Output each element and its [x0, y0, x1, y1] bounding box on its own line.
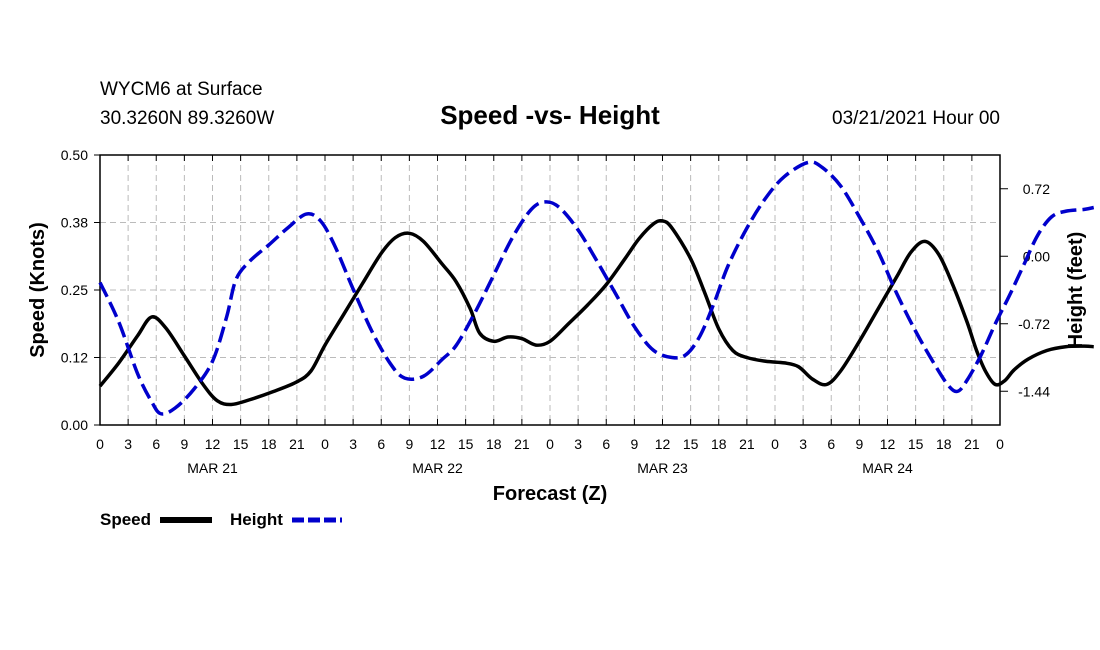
- x-tick-label: 18: [261, 436, 277, 452]
- x-tick-label: 3: [574, 436, 582, 452]
- station-coordinates: 30.3260N 89.3260W: [100, 108, 274, 129]
- y-right-tick-label: -1.44: [1018, 383, 1050, 399]
- x-tick-label: 0: [321, 436, 329, 452]
- x-tick-label: 9: [180, 436, 188, 452]
- chart-title: Speed -vs- Height: [440, 100, 660, 130]
- x-tick-label: 6: [602, 436, 610, 452]
- x-tick-label: 18: [711, 436, 727, 452]
- x-day-label: MAR 22: [412, 460, 463, 476]
- station-name: WYCM6 at Surface: [100, 79, 263, 100]
- x-tick-label: 21: [514, 436, 530, 452]
- y-left-tick-label: 0.00: [61, 417, 88, 433]
- x-tick-label: 21: [964, 436, 980, 452]
- forecast-date: 03/21/2021 Hour 00: [832, 108, 1000, 129]
- x-tick-label: 18: [936, 436, 952, 452]
- x-axis-label: Forecast (Z): [493, 483, 607, 505]
- x-tick-label: 6: [377, 436, 385, 452]
- x-tick-label: 6: [152, 436, 160, 452]
- x-day-label: MAR 23: [637, 460, 688, 476]
- y-left-tick-label: 0.12: [61, 350, 88, 366]
- y-left-tick-label: 0.38: [61, 215, 88, 231]
- axis-ticks: 0 3 6 9 12 15 18 21 0 3 6 9 12 15 18 21 0 3 6 9 12 15 18 21 0 3 6 9…: [61, 147, 1050, 476]
- y-right-tick-label: -0.72: [1018, 316, 1050, 332]
- x-tick-label: 15: [683, 436, 699, 452]
- x-tick-label: 0: [771, 436, 779, 452]
- x-day-label: MAR 24: [862, 460, 913, 476]
- x-tick-label: 12: [430, 436, 446, 452]
- x-tick-label: 3: [124, 436, 132, 452]
- x-tick-label: 12: [655, 436, 671, 452]
- y-axis-left-label: Speed (Knots): [27, 222, 49, 358]
- legend-speed-label: Speed: [100, 510, 151, 529]
- x-tick-label: 18: [486, 436, 502, 452]
- x-tick-label: 21: [739, 436, 755, 452]
- series-line-height: [98, 160, 1095, 416]
- x-tick-label: 21: [289, 436, 305, 452]
- legend-height-label: Height: [230, 510, 283, 529]
- x-tick-label: 12: [205, 436, 221, 452]
- grid: [100, 155, 1000, 425]
- y-left-tick-label: 0.50: [61, 147, 88, 163]
- x-tick-label: 15: [908, 436, 924, 452]
- x-tick-label: 12: [880, 436, 896, 452]
- x-tick-label: 15: [233, 436, 249, 452]
- x-tick-label: 0: [996, 436, 1004, 452]
- x-tick-label: 3: [799, 436, 807, 452]
- y-axis-right-label: Height (feet): [1065, 232, 1087, 349]
- x-tick-label: 0: [96, 436, 104, 452]
- legend: Speed Height: [100, 510, 342, 529]
- x-tick-label: 9: [405, 436, 413, 452]
- x-tick-label: 15: [458, 436, 474, 452]
- y-left-tick-label: 0.25: [61, 282, 88, 298]
- x-tick-label: 3: [349, 436, 357, 452]
- x-tick-label: 9: [630, 436, 638, 452]
- x-tick-label: 6: [827, 436, 835, 452]
- x-tick-label: 0: [546, 436, 554, 452]
- x-tick-label: 9: [855, 436, 863, 452]
- y-right-tick-label: 0.72: [1023, 181, 1050, 197]
- series-lines: [98, 160, 1095, 416]
- x-day-label: MAR 21: [187, 460, 238, 476]
- series-line-speed: [98, 218, 1094, 407]
